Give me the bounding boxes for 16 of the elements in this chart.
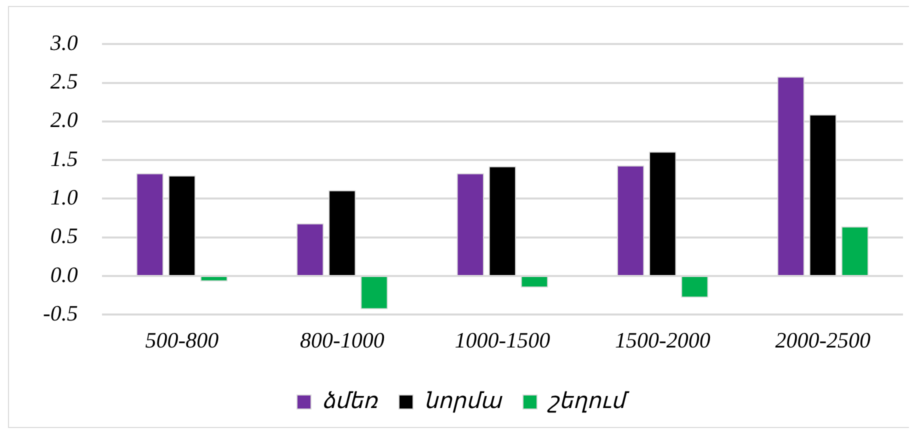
y-tick-label: 2.5 (50, 68, 78, 94)
legend-label: նորմա (424, 388, 503, 413)
x-tick-label: 2000-2500 (775, 328, 871, 353)
y-tick-label: 0.5 (50, 223, 78, 248)
y-tick-label: 1.0 (50, 184, 78, 210)
y-tick-label: 1.5 (50, 146, 78, 171)
y-tick-label: 3.0 (49, 30, 78, 55)
legend-label: ձմեռ (322, 388, 378, 413)
y-tick-label: 0.0 (50, 262, 78, 287)
legend-label: շեղում (547, 388, 630, 413)
x-tick-label: 800-1000 (300, 328, 384, 353)
x-tick-label: 1500-2000 (614, 328, 710, 353)
y-tick-label: 2.0 (50, 107, 78, 132)
x-tick-label: 1000-1500 (454, 328, 550, 353)
y-tick-label: -0.5 (43, 300, 78, 326)
x-tick-label: 500-800 (145, 328, 219, 353)
